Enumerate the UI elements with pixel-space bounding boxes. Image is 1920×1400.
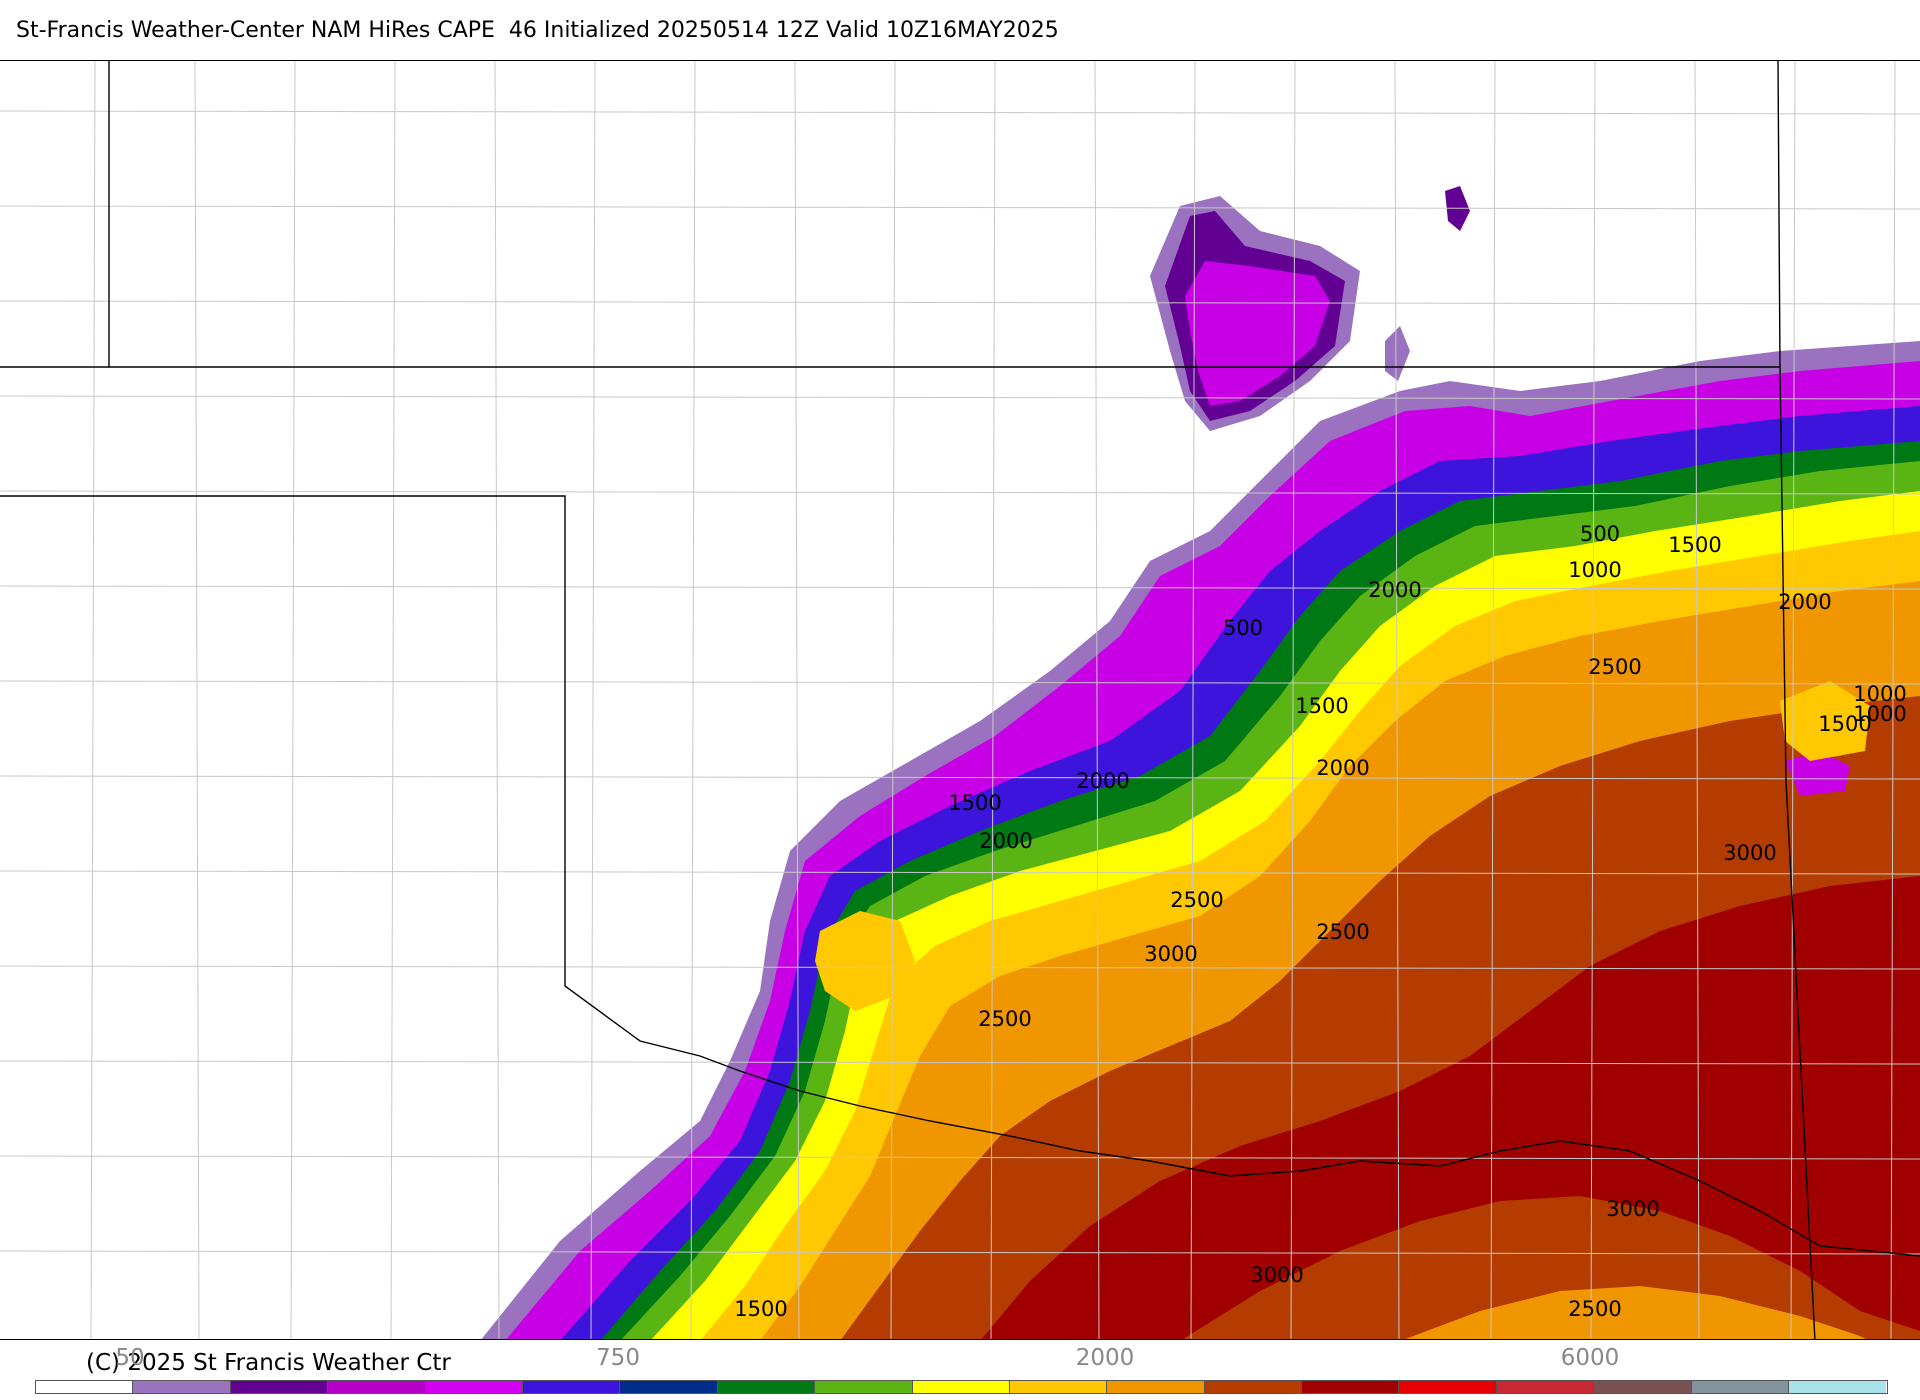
county-lines — [0, 61, 1920, 1339]
county-line — [1290, 61, 1296, 1339]
color-swatch — [522, 1381, 621, 1393]
state-border — [1777, 61, 1816, 1339]
cape-band-gold — [815, 911, 915, 1011]
contour-label: 1500 — [948, 791, 1001, 815]
county-line — [90, 61, 96, 1339]
contour-label: 3000 — [1723, 841, 1776, 865]
county-line — [890, 61, 896, 1339]
county-line — [494, 61, 500, 1339]
county-line — [0, 395, 1920, 400]
contour-label: 2000 — [1778, 590, 1831, 614]
cape-band-lavender — [1385, 326, 1410, 381]
color-swatch — [717, 1381, 816, 1393]
contour-label: 1500 — [1295, 694, 1348, 718]
county-line — [990, 61, 996, 1339]
contour-label: 3000 — [1250, 1263, 1303, 1287]
county-line — [590, 61, 596, 1339]
contour-label: 3000 — [1606, 1197, 1659, 1221]
county-line — [0, 870, 1920, 875]
color-swatch — [1399, 1381, 1497, 1393]
legend-tick-label: 750 — [596, 1345, 640, 1371]
color-scale-bar — [35, 1380, 1888, 1394]
legend-footer: (C) 2025 St Francis Weather Ctr 50 750 200… — [0, 1340, 1920, 1400]
county-line — [0, 110, 1920, 115]
legend-tick-label: 50 — [115, 1345, 145, 1371]
contour-label: 1500 — [734, 1297, 787, 1321]
contour-label: 2500 — [978, 1007, 1031, 1031]
legend-tick-label: 2000 — [1075, 1345, 1135, 1371]
county-line — [0, 300, 1920, 305]
color-swatch — [1302, 1381, 1400, 1393]
color-swatch — [1496, 1381, 1595, 1393]
county-line — [1190, 61, 1196, 1339]
county-line — [0, 775, 1920, 780]
cape-fill-layers — [481, 186, 1920, 1339]
contour-label: 2500 — [1588, 655, 1641, 679]
county-line — [390, 61, 396, 1339]
contour-label: 2000 — [1076, 769, 1129, 793]
color-swatch — [1107, 1381, 1205, 1393]
contour-label: 1000 — [1853, 682, 1906, 706]
contour-label: 2000 — [979, 829, 1032, 853]
color-swatch — [36, 1381, 134, 1393]
cape-map: 500 1500 1000 2000 2000 500 2500 1500 1000 1500 10… — [0, 60, 1920, 1340]
county-line — [0, 585, 1920, 590]
county-line — [690, 61, 696, 1339]
contour-label: 500 — [1580, 522, 1620, 546]
copyright-text: (C) 2025 St Francis Weather Ctr — [86, 1350, 451, 1376]
contour-label: 1500 — [1668, 533, 1721, 557]
state-border — [0, 495, 1920, 1257]
county-line — [1490, 61, 1496, 1339]
contour-label: 1000 — [1568, 558, 1621, 582]
color-swatch — [328, 1381, 426, 1393]
color-swatch — [230, 1381, 329, 1393]
contour-label: 2500 — [1568, 1297, 1621, 1321]
color-swatch — [912, 1381, 1010, 1393]
contour-label: 2500 — [1170, 888, 1223, 912]
county-line — [0, 490, 1920, 495]
contour-label: 1000 — [1853, 702, 1906, 726]
cape-band-magenta — [1785, 751, 1850, 796]
contour-label: 1500 — [1818, 712, 1871, 736]
county-line — [794, 61, 800, 1339]
state-borders — [0, 61, 1920, 1339]
contour-label: 3000 — [1144, 942, 1197, 966]
color-swatch — [620, 1381, 718, 1393]
county-line — [0, 680, 1920, 685]
county-line — [1394, 61, 1400, 1339]
color-swatch — [425, 1381, 523, 1393]
color-swatch — [133, 1381, 231, 1393]
contour-label: 2000 — [1368, 578, 1421, 602]
county-line — [290, 61, 296, 1339]
color-swatch — [815, 1381, 913, 1393]
map-title: St-Francis Weather-Center NAM HiRes CAPE… — [16, 18, 1059, 43]
county-line — [0, 1250, 1920, 1255]
county-line — [1694, 61, 1700, 1339]
county-line — [0, 965, 1920, 970]
cape-band-magenta — [1185, 261, 1330, 406]
contour-label: 500 — [1223, 616, 1263, 640]
contour-label: 2500 — [1316, 920, 1369, 944]
county-line — [0, 1155, 1920, 1160]
county-line — [1590, 61, 1596, 1339]
color-swatch — [1009, 1381, 1108, 1393]
legend-tick-label: 6000 — [1560, 1345, 1620, 1371]
title-bar: St-Francis Weather-Center NAM HiRes CAPE… — [0, 0, 1920, 60]
county-line — [1790, 61, 1796, 1339]
cape-band-gold — [1780, 681, 1870, 761]
county-line — [0, 1060, 1920, 1065]
county-line — [194, 61, 200, 1339]
contour-label: 2000 — [1316, 756, 1369, 780]
color-swatch — [1691, 1381, 1790, 1393]
cape-band-orange — [1405, 1286, 1866, 1339]
county-line — [1890, 61, 1896, 1339]
color-swatch — [1594, 1381, 1692, 1393]
county-line — [0, 205, 1920, 210]
county-line — [1094, 61, 1100, 1339]
color-swatch — [1789, 1381, 1887, 1393]
color-swatch — [1204, 1381, 1303, 1393]
